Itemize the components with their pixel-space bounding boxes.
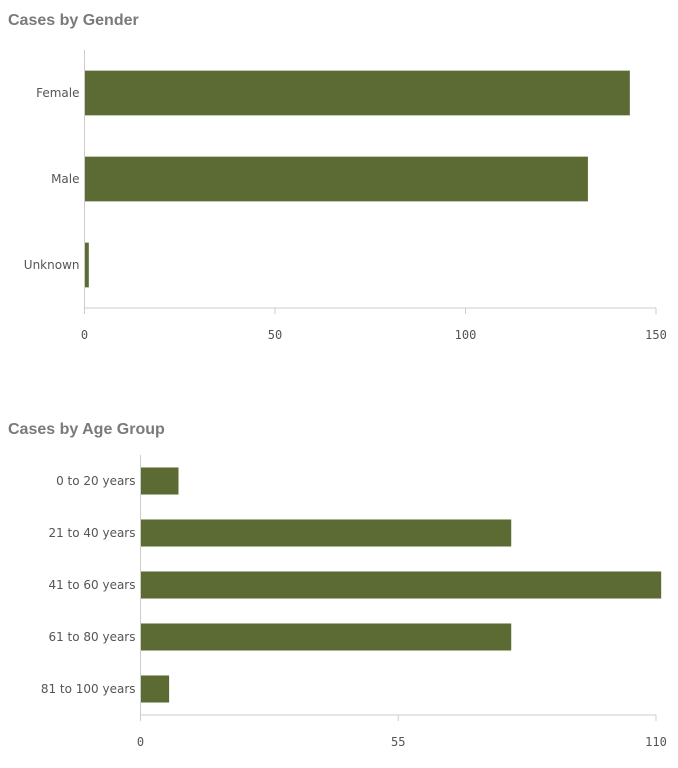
gender-category-label: Unknown xyxy=(24,258,80,272)
gender-chart: Female Male Unknown 0 50 100 150 xyxy=(24,50,667,342)
age-category-label: 21 to 40 years xyxy=(48,526,135,540)
age-bar xyxy=(141,623,512,651)
age-category-label: 0 to 20 years xyxy=(56,474,135,488)
age-bar xyxy=(141,571,662,599)
gender-tick-label: 100 xyxy=(455,328,477,342)
age-bar xyxy=(141,467,179,495)
age-category-label: 61 to 80 years xyxy=(48,630,135,644)
age-tick-label: 55 xyxy=(391,735,405,749)
age-chart-title: Cases by Age Group xyxy=(8,421,165,438)
gender-bar xyxy=(85,70,630,116)
age-bar xyxy=(141,519,512,547)
gender-tick-label: 0 xyxy=(81,328,88,342)
gender-category-label: Female xyxy=(36,86,79,100)
gender-bar xyxy=(85,156,588,202)
gender-bar xyxy=(85,242,89,288)
age-group-chart: 0 to 20 years 21 to 40 years 41 to 60 year… xyxy=(41,455,667,749)
gender-tick-label: 50 xyxy=(268,328,282,342)
gender-tick-label: 150 xyxy=(645,328,667,342)
age-tick-label: 0 xyxy=(137,735,144,749)
gender-category-label: Male xyxy=(51,172,79,186)
gender-chart-title: Cases by Gender xyxy=(8,12,139,29)
age-category-label: 41 to 60 years xyxy=(48,578,135,592)
age-category-label: 81 to 100 years xyxy=(41,682,136,696)
age-tick-label: 110 xyxy=(645,735,667,749)
age-bar xyxy=(141,675,170,703)
